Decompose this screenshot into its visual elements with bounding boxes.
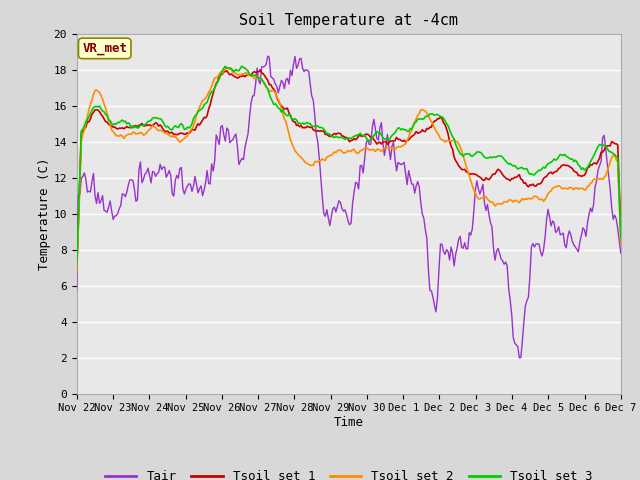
Y-axis label: Temperature (C): Temperature (C): [38, 157, 51, 270]
X-axis label: Time: Time: [334, 416, 364, 429]
Title: Soil Temperature at -4cm: Soil Temperature at -4cm: [239, 13, 458, 28]
Legend: Tair, Tsoil set 1, Tsoil set 2, Tsoil set 3: Tair, Tsoil set 1, Tsoil set 2, Tsoil se…: [100, 465, 598, 480]
Text: VR_met: VR_met: [82, 42, 127, 55]
